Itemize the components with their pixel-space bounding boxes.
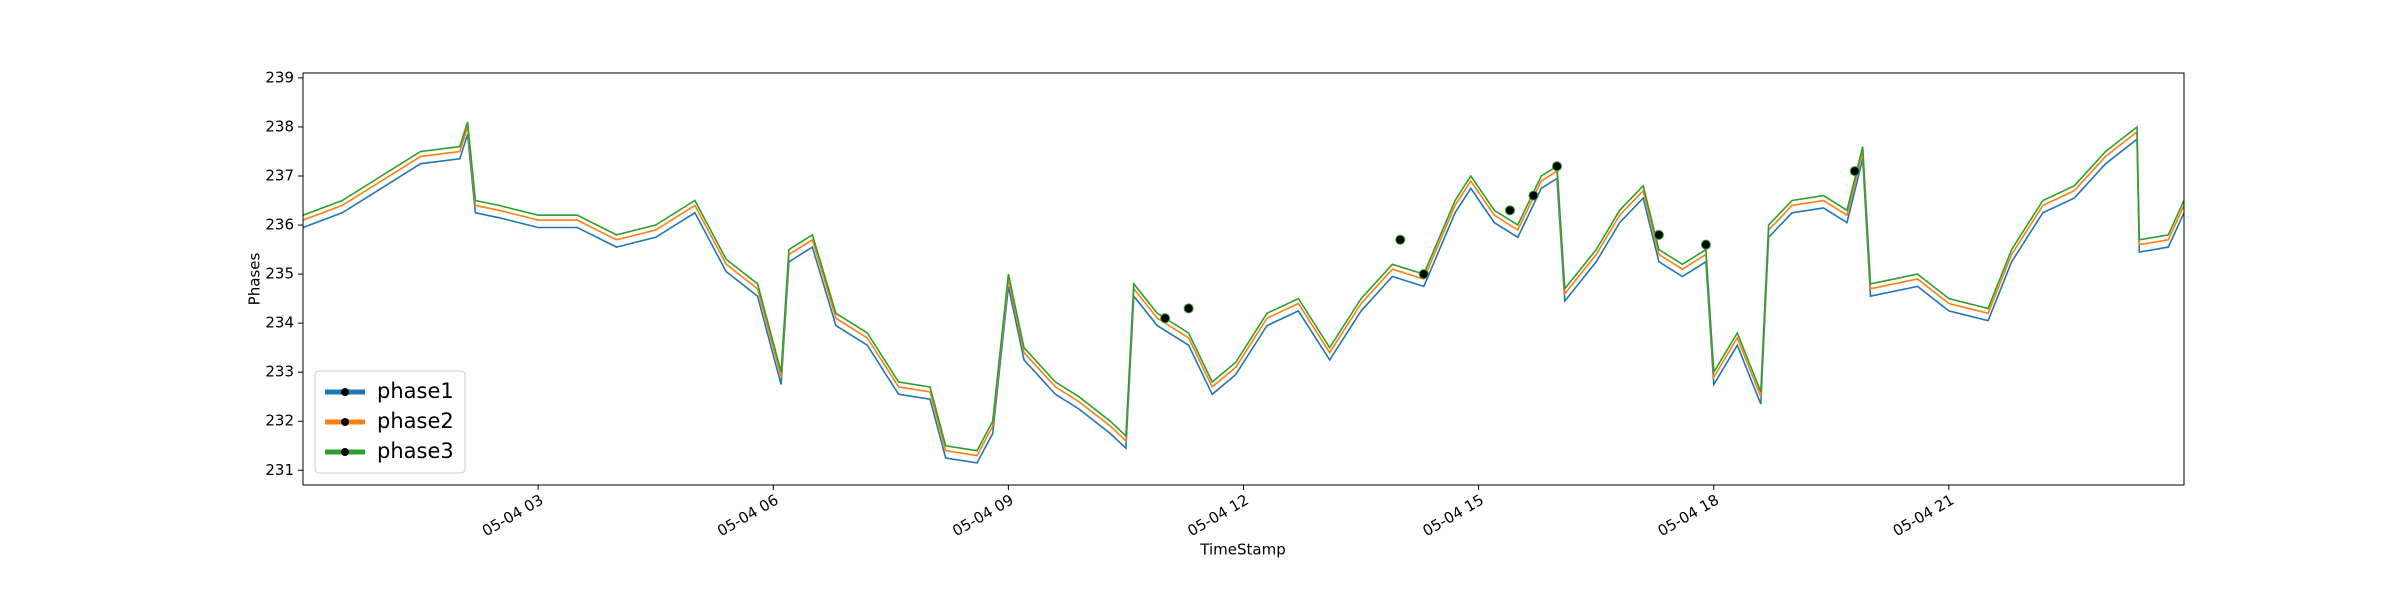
x-tick-label: 05-04 06 <box>714 491 781 540</box>
y-tick-label: 231 <box>265 461 294 479</box>
legend-marker <box>341 448 349 456</box>
marker-point <box>1653 229 1664 240</box>
series-line <box>303 134 2184 464</box>
y-tick-label: 235 <box>265 265 294 283</box>
y-tick-label: 236 <box>265 216 294 234</box>
y-tick-label: 239 <box>265 68 294 86</box>
marker-point <box>1160 313 1171 324</box>
y-tick-label: 237 <box>265 167 294 185</box>
series-line <box>303 126 2184 457</box>
legend-label: phase2 <box>377 409 454 433</box>
y-tick-label: 232 <box>265 412 294 430</box>
legend-label: phase1 <box>377 379 454 403</box>
y-tick-label: 233 <box>265 363 294 381</box>
plot-frame <box>302 72 2185 486</box>
y-axis-label: Phases <box>246 253 264 306</box>
y-tick-label: 234 <box>265 314 294 332</box>
x-tick-label: 05-04 15 <box>1419 491 1486 540</box>
marker-point <box>1504 205 1515 216</box>
legend-label: phase3 <box>377 439 454 463</box>
x-tick-label: 05-04 03 <box>479 491 546 540</box>
marker-point <box>1700 239 1711 250</box>
legend-marker <box>341 388 349 396</box>
y-tick-label: 238 <box>265 117 294 135</box>
series-line <box>303 121 2184 452</box>
legend-marker <box>341 418 349 426</box>
x-tick-label: 05-04 12 <box>1184 491 1251 540</box>
marker-point <box>1183 303 1194 314</box>
x-tick-label: 05-04 09 <box>949 491 1016 540</box>
x-tick-label: 05-04 18 <box>1655 491 1722 540</box>
marker-point <box>1528 190 1539 201</box>
x-axis-label: TimeStamp <box>1199 541 1285 559</box>
marker-point <box>1849 166 1860 177</box>
legend-box <box>314 370 466 474</box>
marker-point <box>1395 234 1406 245</box>
marker-point <box>1552 161 1562 172</box>
x-tick-label: 05-04 21 <box>1890 491 1957 540</box>
marker-point <box>1418 269 1429 280</box>
